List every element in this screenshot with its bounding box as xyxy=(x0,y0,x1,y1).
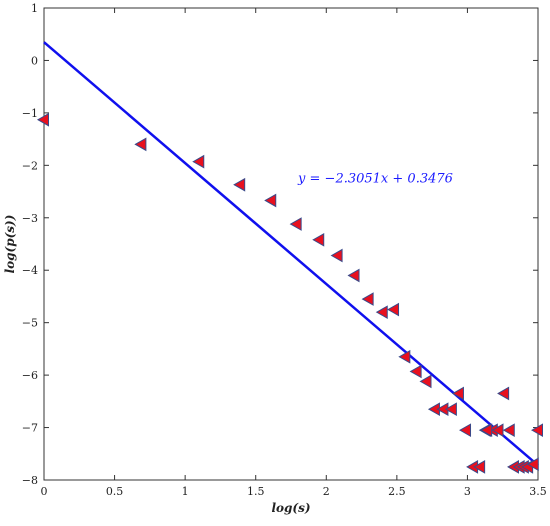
y-tick-label: −4 xyxy=(22,264,38,277)
y-tick-label: −6 xyxy=(22,369,38,382)
x-tick-label: 0.5 xyxy=(106,485,124,498)
data-point xyxy=(330,248,343,263)
data-point xyxy=(398,349,411,364)
x-tick-label: 3.5 xyxy=(529,485,547,498)
data-point xyxy=(192,154,205,169)
x-tick-label: 2 xyxy=(323,485,330,498)
data-point xyxy=(526,457,539,472)
data-point xyxy=(347,268,360,283)
y-tick-label: −5 xyxy=(22,317,38,330)
y-tick-label: 0 xyxy=(31,54,38,67)
x-tick-label: 3 xyxy=(464,485,471,498)
x-tick-label: 1.5 xyxy=(247,485,265,498)
data-points xyxy=(36,112,543,474)
y-tick-label: −8 xyxy=(22,474,38,487)
data-point xyxy=(375,305,388,320)
data-point xyxy=(289,217,302,231)
y-tick-label: −2 xyxy=(22,159,38,172)
data-point xyxy=(264,193,277,208)
data-point xyxy=(502,423,515,438)
data-point xyxy=(444,402,457,417)
data-point xyxy=(480,423,493,438)
y-tick-label: −7 xyxy=(22,422,38,435)
y-tick-label: 1 xyxy=(31,2,38,15)
x-tick-label: 1 xyxy=(182,485,189,498)
data-point xyxy=(312,232,325,247)
y-axis-label: log(p(s)) xyxy=(3,215,17,274)
axis-ticks: 0 0.5 1 1.5 2 2.5 3 3.5 1 0 −1 −2 −3 −4 −5 −6 −7 −8 xyxy=(22,2,547,498)
data-point xyxy=(36,112,49,127)
data-point xyxy=(497,386,510,401)
data-point xyxy=(409,364,422,379)
plot-area xyxy=(43,7,539,481)
x-tick-label: 0 xyxy=(41,485,48,498)
fit-equation-label: y = −2.3051x + 0.3476 xyxy=(297,172,453,187)
data-point xyxy=(387,302,400,317)
x-axis-label: log(s) xyxy=(271,501,310,515)
data-point xyxy=(473,460,486,474)
data-point xyxy=(361,292,374,306)
data-point xyxy=(530,423,543,438)
x-tick-label: 2.5 xyxy=(388,485,406,498)
y-tick-label: −3 xyxy=(22,212,38,225)
data-point xyxy=(451,386,464,401)
data-point xyxy=(419,374,432,389)
y-tick-label: −1 xyxy=(22,107,38,120)
data-point xyxy=(459,423,472,438)
data-point xyxy=(134,137,147,152)
data-point xyxy=(233,177,246,192)
